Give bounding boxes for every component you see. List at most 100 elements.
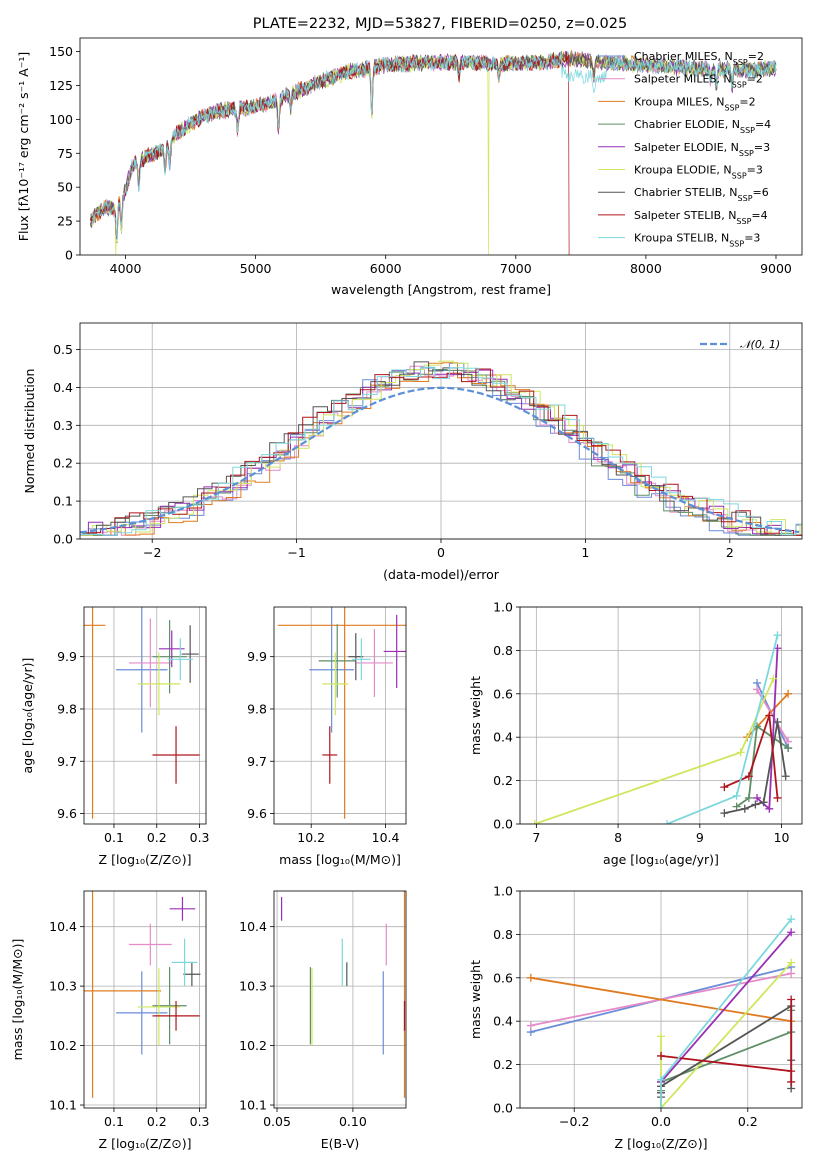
series-point — [720, 809, 729, 818]
mass-vs-metallicity-panel: 0.1 0.2 0.3 10.1 10.2 10.3 10.4 Z [log₁₀(Z/Z⊙)]… — [10, 890, 210, 1151]
series-line — [724, 721, 787, 814]
series-point — [663, 820, 672, 824]
y-tick-label: 0.6 — [493, 686, 513, 701]
y-tick-label: 0.4 — [53, 380, 73, 395]
histogram-step — [86, 369, 802, 536]
spectrum-panel: 4000 5000 6000 7000 8000 9000 0 25 50 75 100 125 150… — [16, 37, 803, 297]
y-tick-label: 0.3 — [53, 418, 73, 433]
spectrum-line — [90, 52, 777, 240]
y-axis-label: Normed distribution — [22, 369, 37, 494]
axes-frame — [79, 37, 803, 256]
y-tick-label: 9.7 — [247, 754, 267, 769]
age-vs-metallicity-panel: 0.1 0.2 0.3 9.6 9.7 9.8 9.9 Z [log₁₀(Z/Z⊙)] age … — [20, 606, 210, 867]
x-tick-label: 5000 — [240, 261, 272, 276]
series-line — [660, 961, 792, 1108]
histogram-step — [80, 365, 802, 536]
x-tick-label: 0.2 — [147, 1114, 167, 1129]
y-tick-label: 10.1 — [49, 1098, 77, 1113]
series-line — [530, 976, 792, 1023]
lines-area — [526, 915, 796, 1108]
x-axis-label: Z [log₁₀(Z/Z⊙)] — [99, 1136, 192, 1151]
histogram-area — [80, 360, 802, 536]
series-point — [732, 802, 741, 811]
y-tick-label: 9.8 — [247, 701, 267, 716]
y-tick-label: 0.4 — [493, 730, 513, 745]
x-tick-label: 0.1 — [104, 1114, 124, 1129]
series-line — [723, 715, 779, 799]
series-point — [657, 1051, 665, 1060]
x-tick-label: 1 — [581, 545, 589, 560]
y-tick-label: 0.2 — [493, 1057, 513, 1072]
series-point — [784, 744, 793, 753]
series-point — [787, 995, 796, 1004]
legend-entry: Chabrier STELIB, NSSP=6 — [634, 186, 769, 203]
x-tick-label: 4000 — [110, 261, 142, 276]
y-tick-label: 0.1 — [53, 494, 73, 509]
mass-weight-vs-metallicity-panel: −0.2 0.0 0.2 0.0 0.2 0.4 0.6 0.8 1.0 Z [log₁₀(Z/Z… — [468, 884, 803, 1151]
y-tick-label: 0.5 — [53, 342, 73, 357]
series-line — [534, 678, 775, 824]
y-tick-label: 10.2 — [49, 1038, 77, 1053]
x-tick-label: −0.2 — [559, 1114, 589, 1129]
series-point — [787, 1077, 796, 1086]
series-point — [781, 772, 790, 781]
y-axis-label: mass [log₁₀(M/M⊙)] — [10, 939, 25, 1061]
spectrum-lines — [90, 49, 777, 255]
x-tick-label: 0.3 — [190, 1114, 210, 1129]
x-axis-label: Z [log₁₀(Z/Z⊙)] — [615, 1136, 708, 1151]
x-tick-label: 8000 — [630, 261, 662, 276]
y-tick-label: 0.0 — [53, 532, 73, 547]
x-tick-label: 9000 — [760, 261, 792, 276]
x-tick-label: −1 — [287, 545, 305, 560]
legend-entry: 𝒩(0, 1) — [740, 338, 780, 351]
histogram-step — [80, 360, 802, 536]
series-point — [765, 711, 774, 720]
series-point — [736, 748, 745, 757]
y-tick-label: 0.6 — [493, 970, 513, 985]
y-tick-label: 0.4 — [493, 1014, 513, 1029]
mass-weight-vs-age-panel: 7 8 9 10 0.0 0.2 0.4 0.6 0.8 1.0 age [log₁₀(age/yr… — [468, 600, 803, 867]
y-axis-label: mass weight — [468, 960, 483, 1039]
points-area — [84, 607, 200, 819]
axes-frame — [83, 890, 207, 1109]
points-area — [277, 607, 406, 819]
series-point — [753, 685, 762, 694]
x-tick-label: 8 — [614, 830, 622, 845]
x-tick-label: 10 — [774, 830, 790, 845]
x-tick-label: 6000 — [370, 261, 402, 276]
y-axis-label: age [log₁₀(age/yr)] — [20, 658, 35, 774]
series-point — [732, 791, 741, 800]
series-point — [765, 804, 774, 813]
y-tick-label: 9.7 — [57, 754, 77, 769]
axes-frame — [273, 606, 407, 825]
y-tick-label: 10.1 — [239, 1098, 267, 1113]
x-axis-label: mass [log₁₀(M/M⊙)] — [279, 852, 401, 867]
y-tick-label: 1.0 — [493, 884, 513, 899]
y-tick-label: 10.4 — [49, 919, 77, 934]
x-axis-label: age [log₁₀(age/yr)] — [603, 852, 719, 867]
x-axis-label: Z [log₁₀(Z/Z⊙)] — [99, 852, 192, 867]
y-tick-label: 10.3 — [49, 979, 77, 994]
y-tick-label: 9.6 — [57, 806, 77, 821]
y-tick-label: 9.6 — [247, 806, 267, 821]
series-point — [526, 973, 535, 982]
y-tick-label: 25 — [57, 214, 73, 229]
series-point — [751, 800, 760, 809]
series-point — [657, 1104, 665, 1108]
series-point — [753, 793, 762, 802]
series-line — [660, 1004, 793, 1098]
lines-area — [530, 631, 793, 824]
residual-histogram-panel: −2 −1 0 1 2 0.0 0.1 0.2 0.3 0.4 0.5 𝒩(0, 1) (data-mo… — [22, 322, 803, 582]
x-tick-label: 0.2 — [738, 1114, 758, 1129]
series-point — [773, 631, 782, 640]
x-tick-label: 0.2 — [147, 830, 167, 845]
legend-entry: Kroupa MILES, NSSP=2 — [634, 95, 756, 112]
x-tick-label: 0 — [437, 545, 445, 560]
spectrum-legend: Chabrier MILES, NSSP=2 Salpeter MILES, NS… — [598, 50, 771, 248]
y-axis-label: Flux [fλ10⁻¹⁷ erg cm⁻² s⁻¹ A⁻¹] — [16, 52, 31, 241]
x-tick-label: 0.10 — [339, 1114, 367, 1129]
age-vs-mass-panel: 10.2 10.4 9.6 9.7 9.8 9.9 mass [log₁₀(M/M⊙)] — [247, 606, 407, 867]
points-area — [84, 891, 201, 1098]
series-point — [769, 674, 778, 683]
mass-vs-extinction-panel: 0.05 0.10 10.1 10.2 10.3 10.4 E(B-V) — [239, 890, 407, 1151]
